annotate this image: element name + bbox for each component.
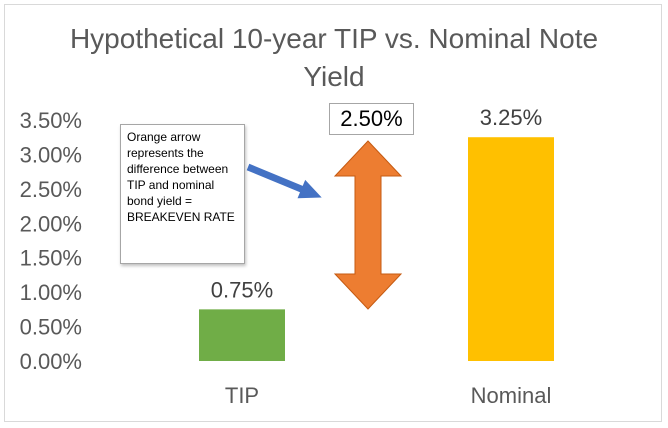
y-tick-label: 2.00% [20,211,82,236]
y-tick-label: 1.50% [20,246,82,271]
callout-box: Orange arrow represents the difference b… [120,124,245,264]
chart-title: Hypothetical 10-year TIP vs. Nominal Not… [69,23,599,92]
y-tick-label: 3.00% [20,142,82,167]
bar-tip [199,309,285,361]
data-label: 0.75% [211,277,273,302]
y-tick-label: 0.00% [20,349,82,374]
breakeven-double-arrow [333,140,403,310]
difference-label: 2.50% [329,103,414,135]
category-label: Nominal [471,383,552,408]
bar-nominal [468,137,554,361]
y-tick-label: 1.00% [20,280,82,305]
pointer-arrow-icon [246,163,322,199]
y-tick-label: 2.50% [20,177,82,202]
category-label: TIP [225,383,259,408]
y-tick-label: 3.50% [20,108,82,133]
data-label: 3.25% [480,105,542,130]
y-tick-label: 0.50% [20,315,82,340]
